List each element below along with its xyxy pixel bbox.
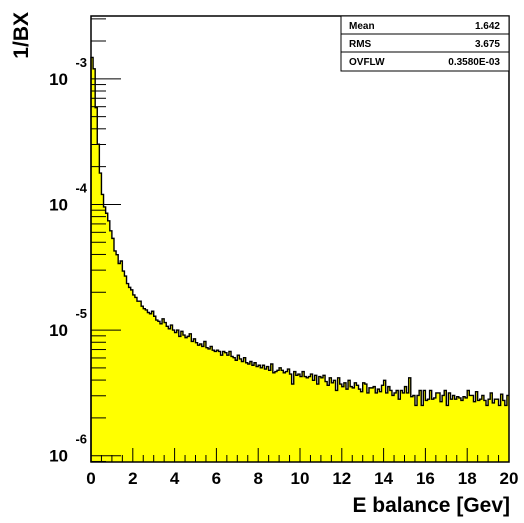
x-tick-label: 10 bbox=[291, 469, 310, 488]
stats-value: 3.675 bbox=[475, 39, 500, 50]
x-tick-label: 2 bbox=[128, 469, 137, 488]
y-tick-base: 10 bbox=[49, 321, 68, 340]
x-tick-label: 20 bbox=[500, 469, 519, 488]
x-tick-label: 12 bbox=[332, 469, 351, 488]
x-tick-label: 16 bbox=[416, 469, 435, 488]
stats-box-border bbox=[340, 15, 510, 72]
statistics-box: Mean 1.642 RMS 3.675 OVFLW 0.3580E-03 bbox=[340, 15, 510, 72]
y-tick-exponent: -4 bbox=[75, 180, 87, 195]
x-tick-label: 4 bbox=[170, 469, 180, 488]
histogram-layer bbox=[90, 56, 509, 463]
y-tick-exponent: -3 bbox=[75, 55, 87, 70]
y-axis-title: 1/BX bbox=[10, 12, 33, 59]
stats-label: OVFLW bbox=[349, 57, 385, 68]
axis-ticks bbox=[90, 18, 510, 462]
y-tick-base: 10 bbox=[49, 447, 68, 466]
y-tick-label: 10 -3 bbox=[49, 55, 87, 89]
histogram-fill bbox=[91, 57, 509, 463]
stats-rows: Mean 1.642 RMS 3.675 OVFLW 0.3580E-03 bbox=[349, 21, 500, 68]
x-axis-title: E balance [Gev] bbox=[352, 494, 510, 517]
x-tick-label: 18 bbox=[458, 469, 477, 488]
stats-label: RMS bbox=[349, 39, 372, 50]
y-tick-base: 10 bbox=[49, 70, 68, 89]
x-tick-label: 6 bbox=[212, 469, 221, 488]
x-tick-labels: 0 2 4 6 8 10 12 14 16 18 20 bbox=[86, 469, 518, 488]
y-tick-label: 10 -4 bbox=[49, 180, 88, 214]
x-tick-label: 14 bbox=[374, 469, 393, 488]
y-tick-labels: 10 -3 10 -4 10 -5 10 -6 bbox=[49, 55, 88, 466]
x-tick-label: 0 bbox=[86, 469, 95, 488]
x-tick-label: 8 bbox=[253, 469, 262, 488]
stats-label: Mean bbox=[349, 21, 375, 32]
stats-value: 1.642 bbox=[475, 21, 500, 32]
y-tick-label: 10 -6 bbox=[49, 432, 87, 466]
stats-value: 0.3580E-03 bbox=[448, 57, 500, 68]
histogram-outline bbox=[90, 56, 509, 462]
y-tick-exponent: -5 bbox=[75, 306, 87, 321]
y-tick-exponent: -6 bbox=[75, 432, 87, 447]
y-tick-base: 10 bbox=[49, 195, 68, 214]
y-tick-label: 10 -5 bbox=[49, 306, 87, 340]
